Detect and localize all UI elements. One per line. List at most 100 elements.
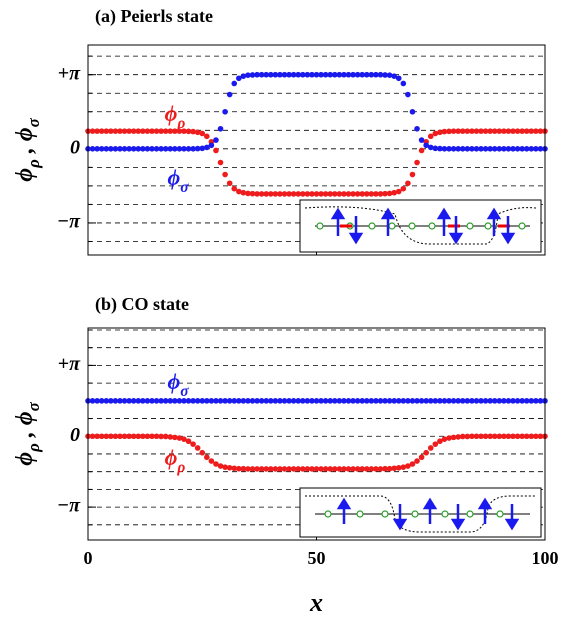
data-point [185, 438, 192, 445]
data-point [528, 128, 535, 134]
data-point [286, 191, 292, 197]
data-point [149, 398, 155, 404]
data-point [473, 128, 480, 134]
data-point [400, 464, 407, 470]
data-point [491, 398, 498, 404]
data-point [167, 146, 174, 152]
data-point [190, 128, 196, 135]
data-point [263, 466, 270, 472]
data-point [286, 398, 292, 404]
data-point [487, 398, 493, 404]
data-point [309, 191, 315, 197]
data-point [359, 466, 366, 472]
data-point [94, 433, 100, 440]
series-label: ϕσ [167, 165, 189, 196]
data-point [272, 71, 279, 78]
data-point [236, 188, 242, 195]
data-point [309, 71, 315, 78]
data-point [354, 466, 361, 472]
data-point [140, 146, 146, 152]
data-point [373, 71, 379, 78]
data-point [162, 146, 169, 152]
data-point [245, 466, 251, 472]
data-point [249, 190, 256, 197]
data-point [327, 466, 334, 472]
data-point [473, 398, 480, 404]
data-point [501, 146, 507, 152]
data-point [446, 435, 452, 441]
data-point [304, 466, 311, 472]
data-point [190, 441, 196, 447]
data-point [409, 108, 416, 115]
data-point [240, 73, 247, 79]
data-point [213, 147, 219, 154]
data-point [226, 91, 233, 98]
data-point [194, 445, 201, 451]
data-point [487, 146, 493, 152]
plot-frame [87, 327, 546, 541]
data-point [299, 398, 306, 404]
data-point [304, 398, 311, 404]
data-point [140, 398, 146, 404]
data-point [245, 190, 251, 197]
data-point [418, 454, 425, 461]
data-point [341, 71, 347, 78]
data-point [176, 128, 183, 134]
data-point [290, 71, 297, 78]
y-tick-label: +π [58, 353, 81, 375]
data-point [373, 466, 379, 472]
data-point [208, 458, 215, 464]
data-point [450, 398, 457, 404]
data-point [478, 128, 484, 134]
data-point [130, 128, 137, 134]
data-point [514, 146, 521, 152]
data-point [121, 128, 128, 134]
data-point [89, 398, 96, 404]
data-point [249, 72, 256, 78]
data-point [427, 445, 434, 451]
data-point [309, 466, 315, 472]
data-point [172, 128, 178, 134]
data-point [386, 72, 393, 79]
data-point [135, 128, 142, 134]
data-point [464, 433, 471, 440]
data-point [327, 398, 334, 404]
data-point [459, 128, 466, 134]
data-point [172, 398, 178, 404]
data-point [190, 398, 196, 404]
data-point [313, 466, 320, 472]
data-point [482, 398, 489, 404]
data-point [290, 398, 297, 404]
data-point [181, 398, 187, 404]
data-point [519, 433, 525, 440]
data-point [514, 128, 521, 134]
data-point [281, 466, 288, 472]
data-point [350, 71, 356, 78]
data-point [473, 433, 480, 440]
data-point [204, 144, 210, 151]
data-point [181, 436, 187, 442]
data-point [322, 191, 329, 197]
data-point [405, 91, 411, 98]
data-point [295, 71, 302, 78]
data-point [295, 466, 302, 472]
data-point [528, 398, 535, 404]
data-point [217, 125, 224, 132]
data-point [144, 398, 151, 404]
x-tick-label: 50 [308, 548, 326, 568]
data-point [414, 125, 420, 132]
data-point [222, 108, 228, 115]
data-point [382, 398, 388, 404]
data-point [331, 191, 338, 197]
y-tick-label: −π [57, 495, 81, 517]
data-point [226, 465, 233, 471]
data-point [336, 191, 343, 197]
data-point [510, 146, 516, 152]
data-point [537, 433, 544, 440]
data-point [222, 464, 228, 470]
data-point [400, 398, 407, 404]
data-point [135, 433, 142, 440]
data-point [331, 466, 338, 472]
data-point [98, 398, 105, 404]
data-point [327, 191, 334, 197]
